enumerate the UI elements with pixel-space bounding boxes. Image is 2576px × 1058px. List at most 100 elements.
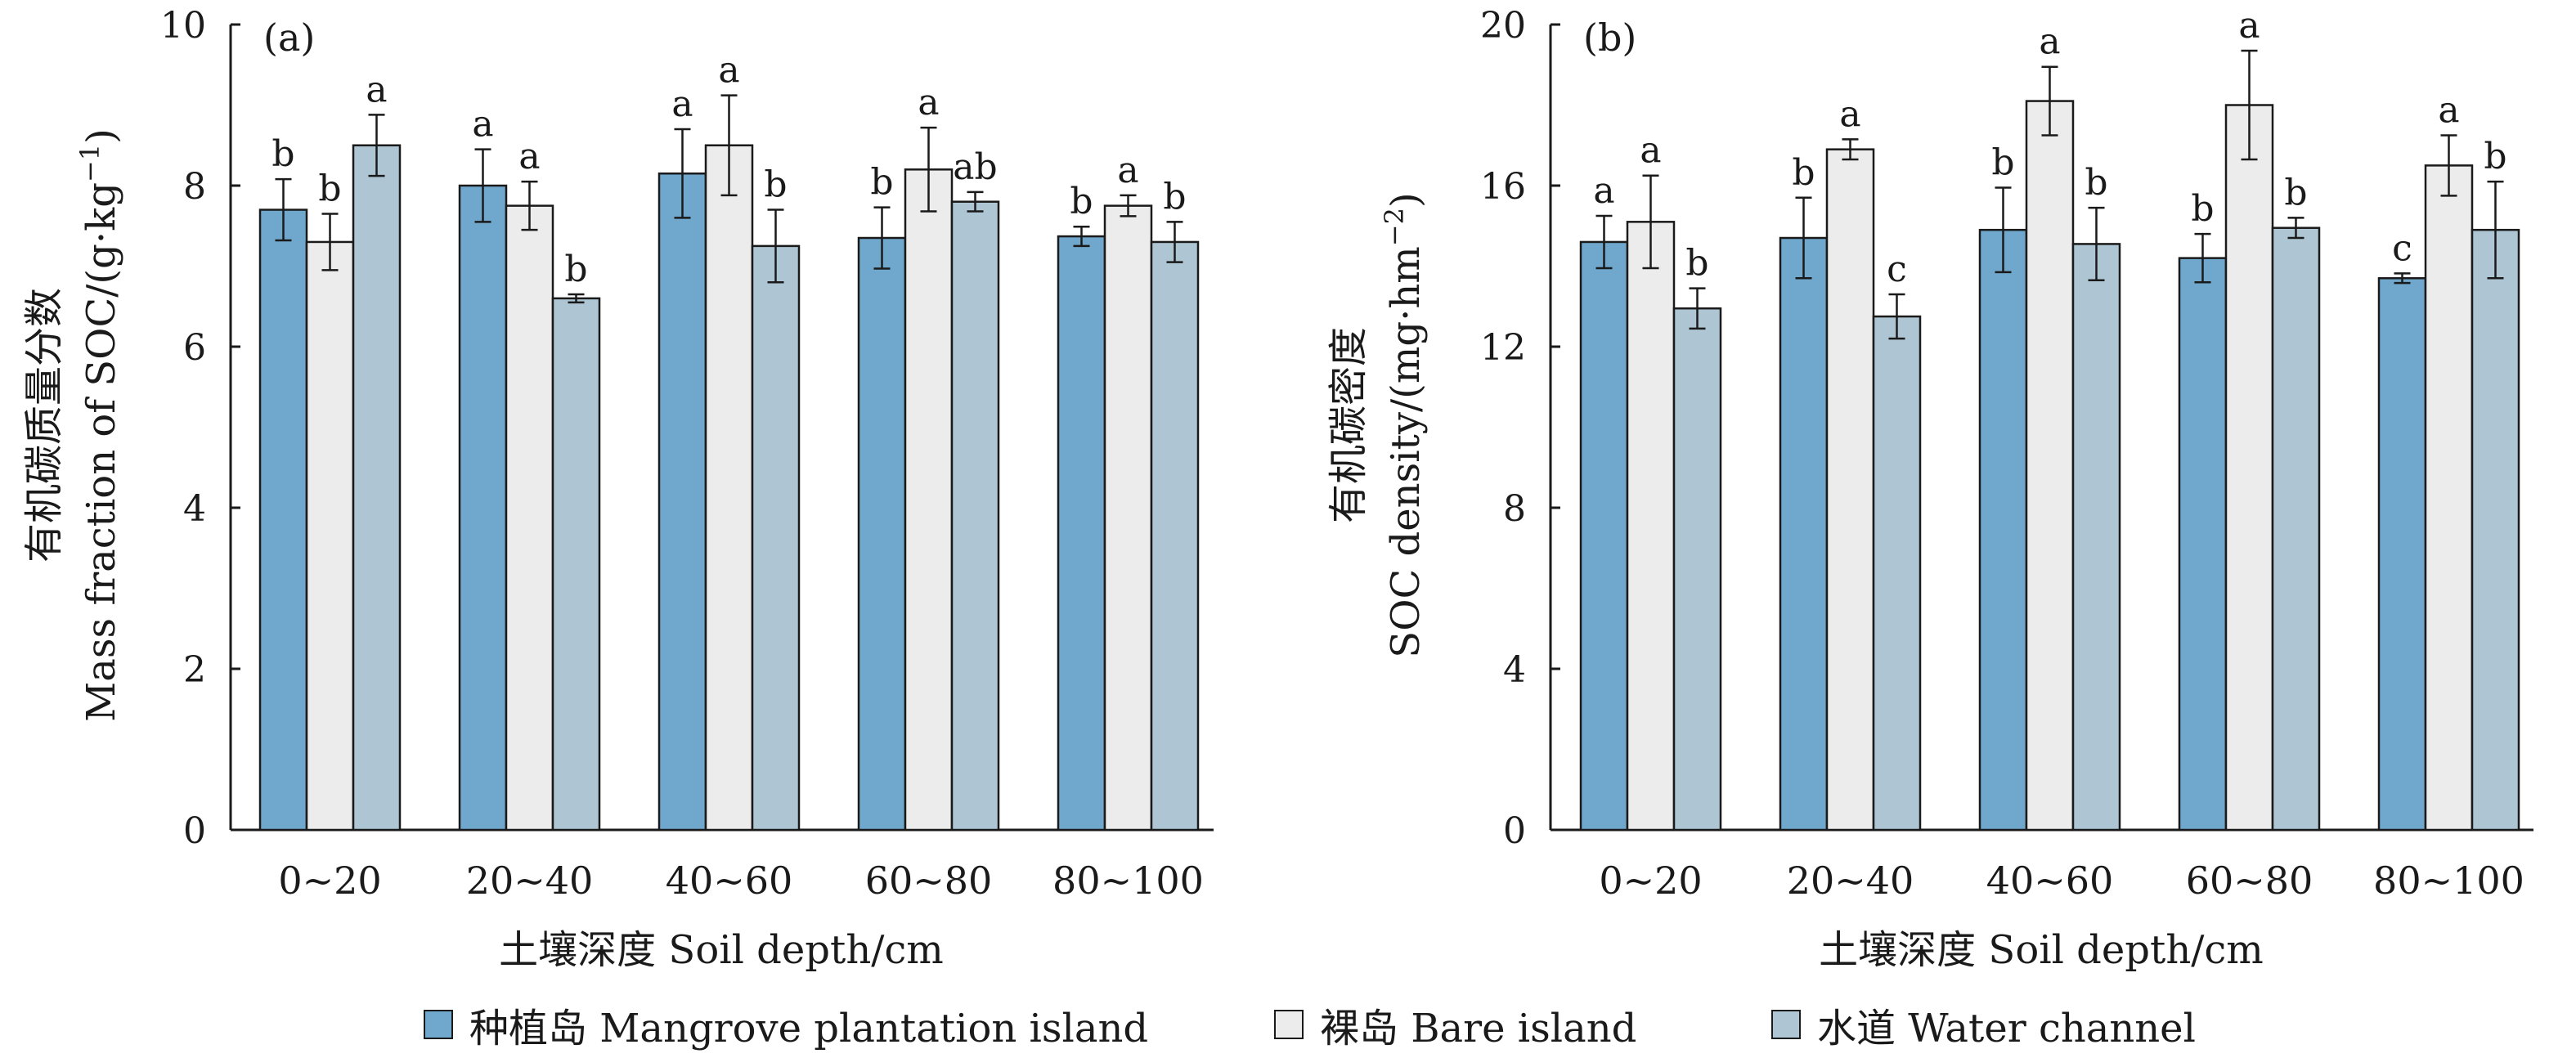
panel-b-significance-letter: b <box>2284 172 2307 213</box>
legend-swatch-bare-island <box>1274 1010 1304 1039</box>
panel-a-bar <box>1150 240 1200 832</box>
legend-label-bare-island: 裸岛 Bare island <box>1320 1006 1637 1051</box>
panel-a-y-tick-label: 0 <box>183 810 206 852</box>
panel-a-significance-letter: ab <box>953 146 997 188</box>
panel-b-marks: 0481216200~20aab20~40bac40~60bab60~80bab… <box>1480 5 2533 903</box>
legend-label-water-channel: 水道 Water channel <box>1817 1006 2196 1051</box>
panel-b-y-axis-title-en-sup: −2 <box>1379 208 1410 246</box>
panel-a-x-tick-label: 80~100 <box>1052 859 1204 903</box>
panel-b-y-axis-title-en-base: SOC density/(mg·hm <box>1383 246 1429 657</box>
panel-b-significance-letter: b <box>2484 136 2506 177</box>
panel-b-x-tick-label: 40~60 <box>1986 859 2114 903</box>
panel-b-y-tick-label: 12 <box>1480 327 1526 369</box>
panel-a-label: (a) <box>263 16 315 60</box>
panel-a-bar <box>904 168 954 832</box>
panel-a-significance-letter: a <box>366 69 387 110</box>
panel-b-bar <box>2224 104 2274 832</box>
panel-a-significance-letter: a <box>1117 150 1138 191</box>
panel-b-x-tick-label: 80~100 <box>2373 859 2524 903</box>
panel-a-bar <box>1057 235 1106 832</box>
panel-a-y-tick-label: 6 <box>183 327 206 369</box>
panel-a-significance-letter: a <box>918 82 939 123</box>
panel-b-x-tick-label: 0~20 <box>1599 859 1702 903</box>
panel-b-significance-letter: a <box>2438 89 2459 131</box>
panel-b-bar <box>2377 277 2427 832</box>
panel-b-significance-letter: b <box>1685 243 1708 285</box>
panel-b-x-axis-title: 土壤深度 Soil depth/cm <box>1819 927 2264 973</box>
panel-a-x-tick-label: 60~80 <box>865 859 993 903</box>
panel-b-label: (b) <box>1583 16 1636 60</box>
panel-a-x-tick-label: 0~20 <box>278 859 381 903</box>
panel-b-bar <box>2025 100 2075 832</box>
panel-a-marks: 02468100~20bba20~40aab40~60aab60~80baab8… <box>160 5 1214 903</box>
panel-a-y-tick-label: 4 <box>183 488 206 530</box>
panel-a-bar <box>704 144 754 832</box>
panel-b-significance-letter: b <box>1792 152 1815 194</box>
legend-item-bare-island: 裸岛 Bare island <box>1274 996 1636 1053</box>
panel-b-significance-letter: a <box>1593 170 1614 212</box>
panel-b-significance-letter: c <box>1887 249 1907 290</box>
legend-item-mangrove: 种植岛 Mangrove plantation island <box>424 996 1148 1053</box>
panel-b-y-axis-title-en: SOC density/(mg·hm−2) <box>1379 192 1429 657</box>
panel-b-x-tick-label: 20~40 <box>1787 859 1914 903</box>
panel-b-significance-letter: a <box>2039 21 2060 63</box>
panel-b-x-tick-label: 60~80 <box>2186 859 2313 903</box>
panel-b-y-axis-title-cn: 有机碳密度 <box>1326 327 1371 523</box>
legend-swatch-water-channel <box>1771 1010 1801 1039</box>
panel-b-bar <box>1626 221 1676 832</box>
panel-b-significance-letter: b <box>2085 162 2107 204</box>
panel-a-significance-letter: b <box>1070 181 1093 222</box>
panel-a-y-axis-title-en-base: Mass fraction of SOC/(g·kg <box>79 182 124 722</box>
panel-b-bar <box>1779 236 1829 832</box>
panel-b-bar <box>1872 315 1922 832</box>
panel-a-significance-letter: a <box>472 104 493 146</box>
panel-a-significance-letter: a <box>718 50 739 92</box>
panel-b-bar <box>2271 226 2321 832</box>
panel-a-x-axis-title: 土壤深度 Soil depth/cm <box>499 927 944 973</box>
panel-a-y-tick-label: 8 <box>183 166 206 208</box>
legend-label-mangrove: 种植岛 Mangrove plantation island <box>469 1006 1149 1051</box>
panel-b-y-tick-label: 8 <box>1503 488 1526 530</box>
panel-b-significance-letter: b <box>2191 188 2214 230</box>
panel-a-bar <box>1103 204 1153 832</box>
panel-b-chart: (b) 土壤深度 Soil depth/cm 有机碳密度 SOC density… <box>1326 5 2533 973</box>
panel-a-significance-letter: b <box>318 168 341 209</box>
panel-a-significance-letter: b <box>870 162 893 204</box>
panel-a-significance-letter: a <box>518 136 540 177</box>
panel-b-bar <box>1579 240 1629 832</box>
panel-b-y-tick-label: 4 <box>1503 649 1526 691</box>
panel-a-bar <box>950 200 1000 832</box>
panel-a-y-tick-label: 10 <box>160 5 206 47</box>
panel-a-bar <box>505 204 554 832</box>
panel-b-bar <box>2471 228 2520 832</box>
panel-b-significance-letter: c <box>2392 227 2412 269</box>
panel-b-y-tick-label: 16 <box>1480 166 1526 208</box>
panel-a-bar <box>352 144 402 832</box>
panel-a-y-axis-title-en-end: ) <box>79 128 124 144</box>
panel-a-bar <box>551 297 601 832</box>
panel-a-bar <box>258 208 308 832</box>
panel-b-significance-letter: a <box>2238 5 2260 47</box>
panel-a-significance-letter: b <box>764 164 787 206</box>
panel-b-bar <box>1825 148 1875 832</box>
panel-a-significance-letter: b <box>564 249 587 290</box>
panel-b-bar <box>2178 257 2228 832</box>
panel-b-bar <box>1672 307 1722 832</box>
panel-a-bar <box>657 172 707 832</box>
panel-b-y-tick-label: 20 <box>1480 5 1526 47</box>
panel-a-bar <box>458 184 508 832</box>
panel-a-significance-letter: b <box>1163 176 1186 217</box>
panel-b-significance-letter: b <box>1991 141 2014 183</box>
panel-a-x-tick-label: 20~40 <box>466 859 594 903</box>
legend: 种植岛 Mangrove plantation island 裸岛 Bare i… <box>0 996 2576 1053</box>
panel-a-y-tick-label: 2 <box>183 649 206 691</box>
panel-b-significance-letter: a <box>1839 93 1860 135</box>
panel-b-bar <box>2424 164 2474 832</box>
panel-a-significance-letter: a <box>671 83 693 125</box>
panel-a-y-axis-title-en-sup: −1 <box>74 144 105 182</box>
panel-b-bar <box>1978 228 2028 832</box>
panel-b-significance-letter: a <box>1640 130 1661 172</box>
panel-a-bar <box>857 236 907 832</box>
panel-a-bar <box>751 244 801 832</box>
